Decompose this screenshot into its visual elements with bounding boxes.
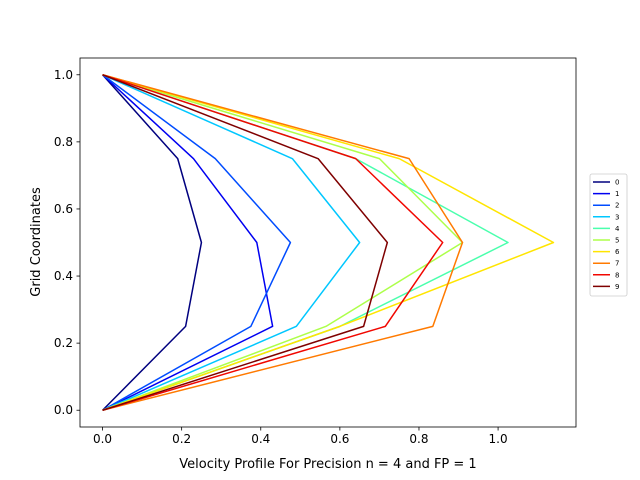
legend-label: 7 [615,260,619,268]
x-tick-label: 0.8 [409,432,428,446]
x-tick-label: 0.2 [172,432,191,446]
x-tick-label: 0.0 [93,432,112,446]
y-tick-label: 0.6 [54,202,73,216]
legend: 0 1 2 3 4 5 6 7 8 9 [589,173,628,297]
legend-label: 4 [615,225,620,233]
legend-label: 6 [615,248,620,256]
legend-label: 0 [615,179,619,187]
series-line-9 [102,74,389,411]
y-tick-label: 0.4 [54,269,73,283]
series-line-6 [102,74,555,411]
y-tick-label: 0.0 [54,403,73,417]
series-line-7 [102,74,464,411]
series-line-3 [102,74,361,411]
x-tick-label: 0.4 [251,432,270,446]
legend-label: 8 [615,271,619,279]
series-line-0 [101,74,203,411]
series-line-1 [102,74,274,411]
series-line-8 [102,74,444,411]
legend-label: 1 [615,190,619,198]
x-tick-label: 0.6 [330,432,349,446]
x-tick-label: 1.0 [489,432,508,446]
y-tick-label: 1.0 [54,68,73,82]
legend-label: 5 [615,237,619,245]
y-axis-label: Grid Coordinates [29,187,44,297]
axes-frame [79,57,577,428]
y-tick-label: 0.2 [54,336,73,350]
legend-label: 3 [615,213,619,221]
plot-area: 0.0 0.2 0.4 0.6 0.8 1.0 0.0 0.2 0.4 0.6 0.8 1.0 [54,57,577,446]
legend-frame [589,173,628,297]
legend-label: 9 [615,283,619,291]
x-axis-label: Velocity Profile For Precision n = 4 and… [179,457,476,472]
y-tick-label: 0.8 [54,135,73,149]
series-line-2 [102,74,292,411]
legend-label: 2 [615,202,619,210]
